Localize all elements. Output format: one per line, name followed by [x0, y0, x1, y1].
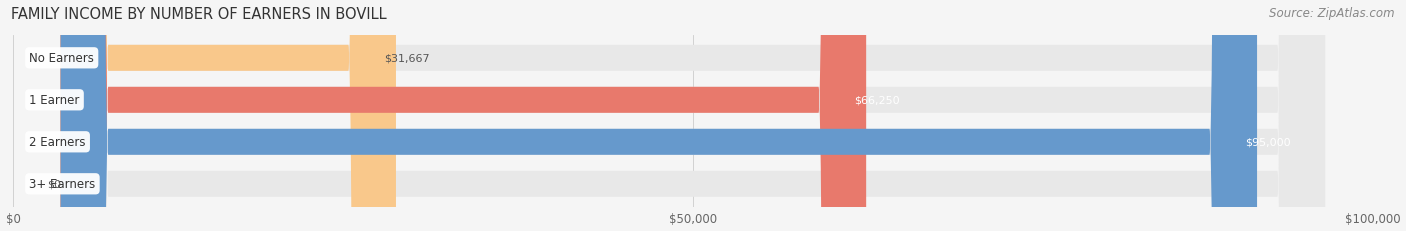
Text: $66,250: $66,250 — [855, 95, 900, 105]
FancyBboxPatch shape — [60, 0, 1257, 231]
Text: $95,000: $95,000 — [1246, 137, 1291, 147]
FancyBboxPatch shape — [60, 0, 1324, 231]
FancyBboxPatch shape — [60, 0, 866, 231]
FancyBboxPatch shape — [60, 0, 1324, 231]
Text: 2 Earners: 2 Earners — [30, 136, 86, 149]
Text: $31,667: $31,667 — [384, 54, 430, 64]
Text: FAMILY INCOME BY NUMBER OF EARNERS IN BOVILL: FAMILY INCOME BY NUMBER OF EARNERS IN BO… — [11, 7, 387, 22]
Text: Source: ZipAtlas.com: Source: ZipAtlas.com — [1270, 7, 1395, 20]
Text: 3+ Earners: 3+ Earners — [30, 178, 96, 191]
Text: No Earners: No Earners — [30, 52, 94, 65]
Text: $0: $0 — [46, 179, 60, 189]
FancyBboxPatch shape — [60, 0, 396, 231]
FancyBboxPatch shape — [60, 0, 1324, 231]
FancyBboxPatch shape — [60, 0, 1324, 231]
Text: 1 Earner: 1 Earner — [30, 94, 80, 107]
